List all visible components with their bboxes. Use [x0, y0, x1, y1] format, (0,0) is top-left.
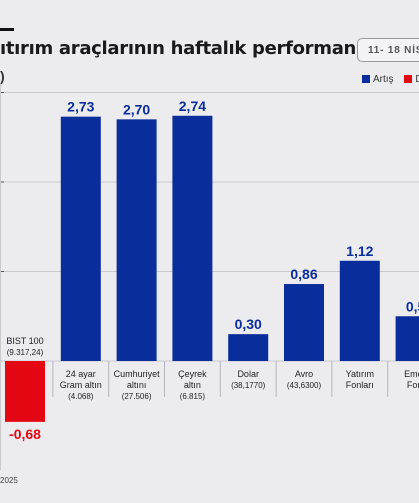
- bar-value-label: 1,12: [346, 243, 373, 259]
- legend: Artış D: [362, 74, 419, 85]
- unit-label: ): [0, 68, 5, 84]
- category-label: Emek: [404, 369, 419, 379]
- legend-item-increase: Artış: [362, 74, 394, 85]
- bar-value-label: 0,86: [290, 266, 317, 282]
- bar-value-label: 2,73: [67, 99, 94, 115]
- bar-value-label: 0,30: [235, 316, 262, 332]
- chart-title: ıtırım araçlarının haftalık performansı: [0, 38, 373, 59]
- category-label: (9.317,24): [7, 348, 44, 357]
- bar: [5, 361, 45, 422]
- bar-value-label: 2,70: [123, 101, 150, 117]
- bar-value-label: 2,74: [179, 98, 206, 114]
- category-label: (4.068): [68, 392, 94, 401]
- legend-swatch-decrease: [404, 75, 413, 83]
- bar-value-label: 0,5: [406, 298, 419, 314]
- bar: [228, 334, 269, 361]
- category-label: Fonları: [346, 380, 374, 390]
- legend-item-decrease: D: [404, 74, 419, 85]
- title-accent-line: [0, 28, 14, 31]
- category-label: Cumhuriyet: [114, 369, 161, 379]
- legend-swatch-increase: [362, 75, 370, 83]
- category-label: 24 ayar: [66, 369, 96, 379]
- category-label: (38,1770): [231, 381, 266, 390]
- category-label: Fonl: [407, 380, 419, 390]
- category-label: (27.506): [122, 392, 152, 401]
- category-label: Gram altın: [60, 380, 102, 390]
- bar: [116, 119, 157, 361]
- date-range-badge: 11- 18 NİS: [357, 38, 419, 62]
- bar: [284, 284, 324, 361]
- category-label: BIST 100: [6, 336, 43, 346]
- category-label: (43,6300): [287, 381, 322, 390]
- category-label: altını: [127, 380, 147, 390]
- category-label: Çeyrek: [178, 369, 207, 379]
- category-label: Dolar: [237, 369, 259, 379]
- bar-value-label: -0,68: [9, 426, 41, 442]
- bar: [60, 116, 101, 361]
- category-label: (6.815): [180, 392, 206, 401]
- bar: [395, 316, 419, 361]
- category-label: Avro: [295, 369, 313, 379]
- source-note: 2025: [0, 476, 18, 485]
- category-label: Yatırım: [346, 369, 374, 379]
- bar: [172, 115, 213, 362]
- bar: [339, 260, 380, 361]
- legend-label-increase: Artış: [373, 74, 394, 85]
- legend-label-decrease: D: [415, 74, 419, 85]
- category-label: altın: [184, 380, 201, 390]
